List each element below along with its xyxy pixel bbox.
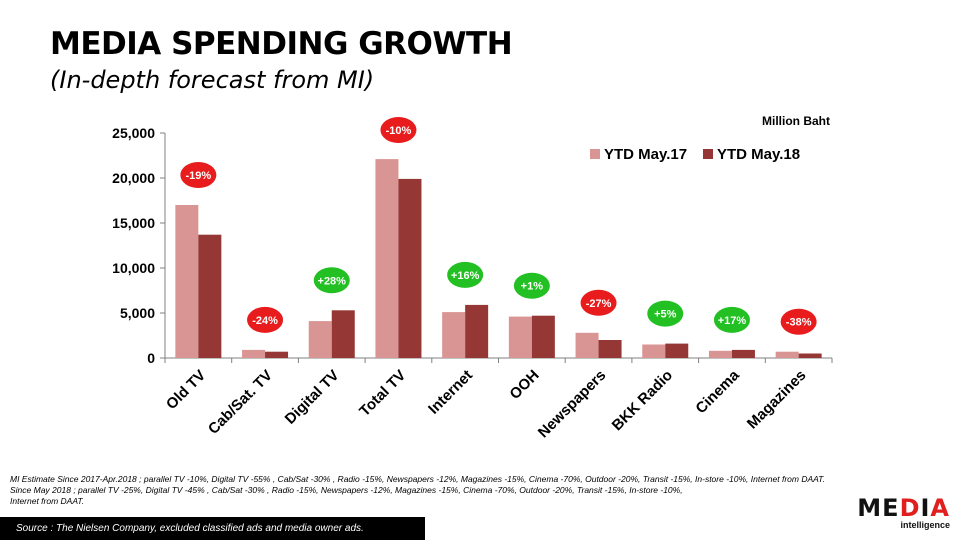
bar-ytd-may18 <box>198 234 222 358</box>
x-category-label: Newspapers <box>535 367 610 442</box>
bar-ytd-may17 <box>575 332 599 358</box>
growth-badge-label: +28% <box>318 275 347 287</box>
growth-badge-label: +5% <box>654 309 677 321</box>
bar-ytd-may17 <box>642 344 666 358</box>
x-category-label: Magazines <box>744 367 810 433</box>
bar-ytd-may18 <box>798 353 822 358</box>
bar-ytd-may17 <box>442 312 466 358</box>
growth-badge <box>780 308 817 335</box>
bar-ytd-may18 <box>665 343 689 358</box>
growth-badge-label: +16% <box>451 270 480 282</box>
y-tick-label: 5,000 <box>120 305 155 321</box>
x-category-label: Old TV <box>163 367 209 413</box>
x-category-label: Cinema <box>692 366 743 417</box>
x-category-label: Digital TV <box>282 367 343 428</box>
bar-ytd-may17 <box>308 321 332 358</box>
bar-ytd-may17 <box>775 351 799 358</box>
bar-ytd-may17 <box>175 205 199 358</box>
footnotes: MI Estimate Since 2017-Apr.2018 ; parall… <box>10 474 950 507</box>
bar-ytd-may18 <box>398 178 422 358</box>
growth-badge-label: -19% <box>186 170 212 182</box>
growth-badge <box>180 162 217 188</box>
bar-ytd-may18 <box>331 310 355 358</box>
x-category-label: OOH <box>506 367 542 403</box>
bar-ytd-may18 <box>265 351 289 358</box>
growth-badge <box>513 272 550 299</box>
growth-badge-label: -27% <box>586 298 612 310</box>
bar-ytd-may18 <box>531 315 555 358</box>
bar-ytd-may17 <box>242 349 266 358</box>
growth-badge <box>313 267 350 294</box>
bar-ytd-may18 <box>465 304 489 358</box>
footnote-line: MI Estimate Since 2017-Apr.2018 ; parall… <box>10 474 825 484</box>
footnote-line: Internet from DAAT. <box>10 496 85 506</box>
x-category-label: Cab/Sat. TV <box>205 367 276 438</box>
growth-badge-label: +17% <box>718 315 747 327</box>
legend-label: YTD May.18 <box>717 146 800 163</box>
bar-ytd-may17 <box>708 350 732 358</box>
legend-label: YTD May.17 <box>604 146 687 163</box>
bar-ytd-may17 <box>375 159 399 358</box>
y-tick-label: 25,000 <box>112 125 155 141</box>
bar-chart: 0 5,000 10,000 15,000 20,000 25,000 Old TV -19%… <box>112 117 833 442</box>
x-category-label: Total TV <box>356 367 409 420</box>
bar-ytd-may17 <box>508 316 532 358</box>
growth-badge-label: +1% <box>521 281 544 293</box>
footnote-line: Since May 2018 ; parallel TV -25%, Digit… <box>10 485 683 495</box>
source-bar: Source : The Nielsen Company, excluded c… <box>0 517 425 540</box>
growth-badge <box>713 306 750 333</box>
growth-badge-label: -24% <box>252 315 278 327</box>
y-tick-label: 10,000 <box>112 260 155 276</box>
growth-badge <box>647 300 684 327</box>
growth-badge <box>447 261 484 288</box>
growth-badge-label: -10% <box>386 125 412 137</box>
y-tick-label: 15,000 <box>112 215 155 231</box>
growth-badge <box>580 289 617 316</box>
y-tick-label: 0 <box>147 350 155 366</box>
x-category-label: BKK Radio <box>609 367 676 434</box>
unit-label: Million Baht <box>762 114 830 128</box>
y-tick-label: 20,000 <box>112 170 155 186</box>
bar-ytd-may18 <box>598 340 622 358</box>
page-subtitle: (In-depth forecast from MI) <box>50 66 375 94</box>
growth-badge <box>380 117 417 143</box>
page-title: MEDIA SPENDING GROWTH <box>50 26 513 62</box>
logo-subtext: intelligence <box>900 520 950 530</box>
legend-swatch <box>590 149 600 159</box>
bar-ytd-may18 <box>731 349 755 358</box>
growth-badge <box>247 306 284 333</box>
legend-swatch <box>703 149 713 159</box>
media-intelligence-logo: MEDIA intelligence <box>857 496 950 530</box>
x-category-label: Internet <box>425 367 476 418</box>
logo-wordmark: MEDIA <box>857 494 950 522</box>
growth-badge-label: -38% <box>786 317 812 329</box>
